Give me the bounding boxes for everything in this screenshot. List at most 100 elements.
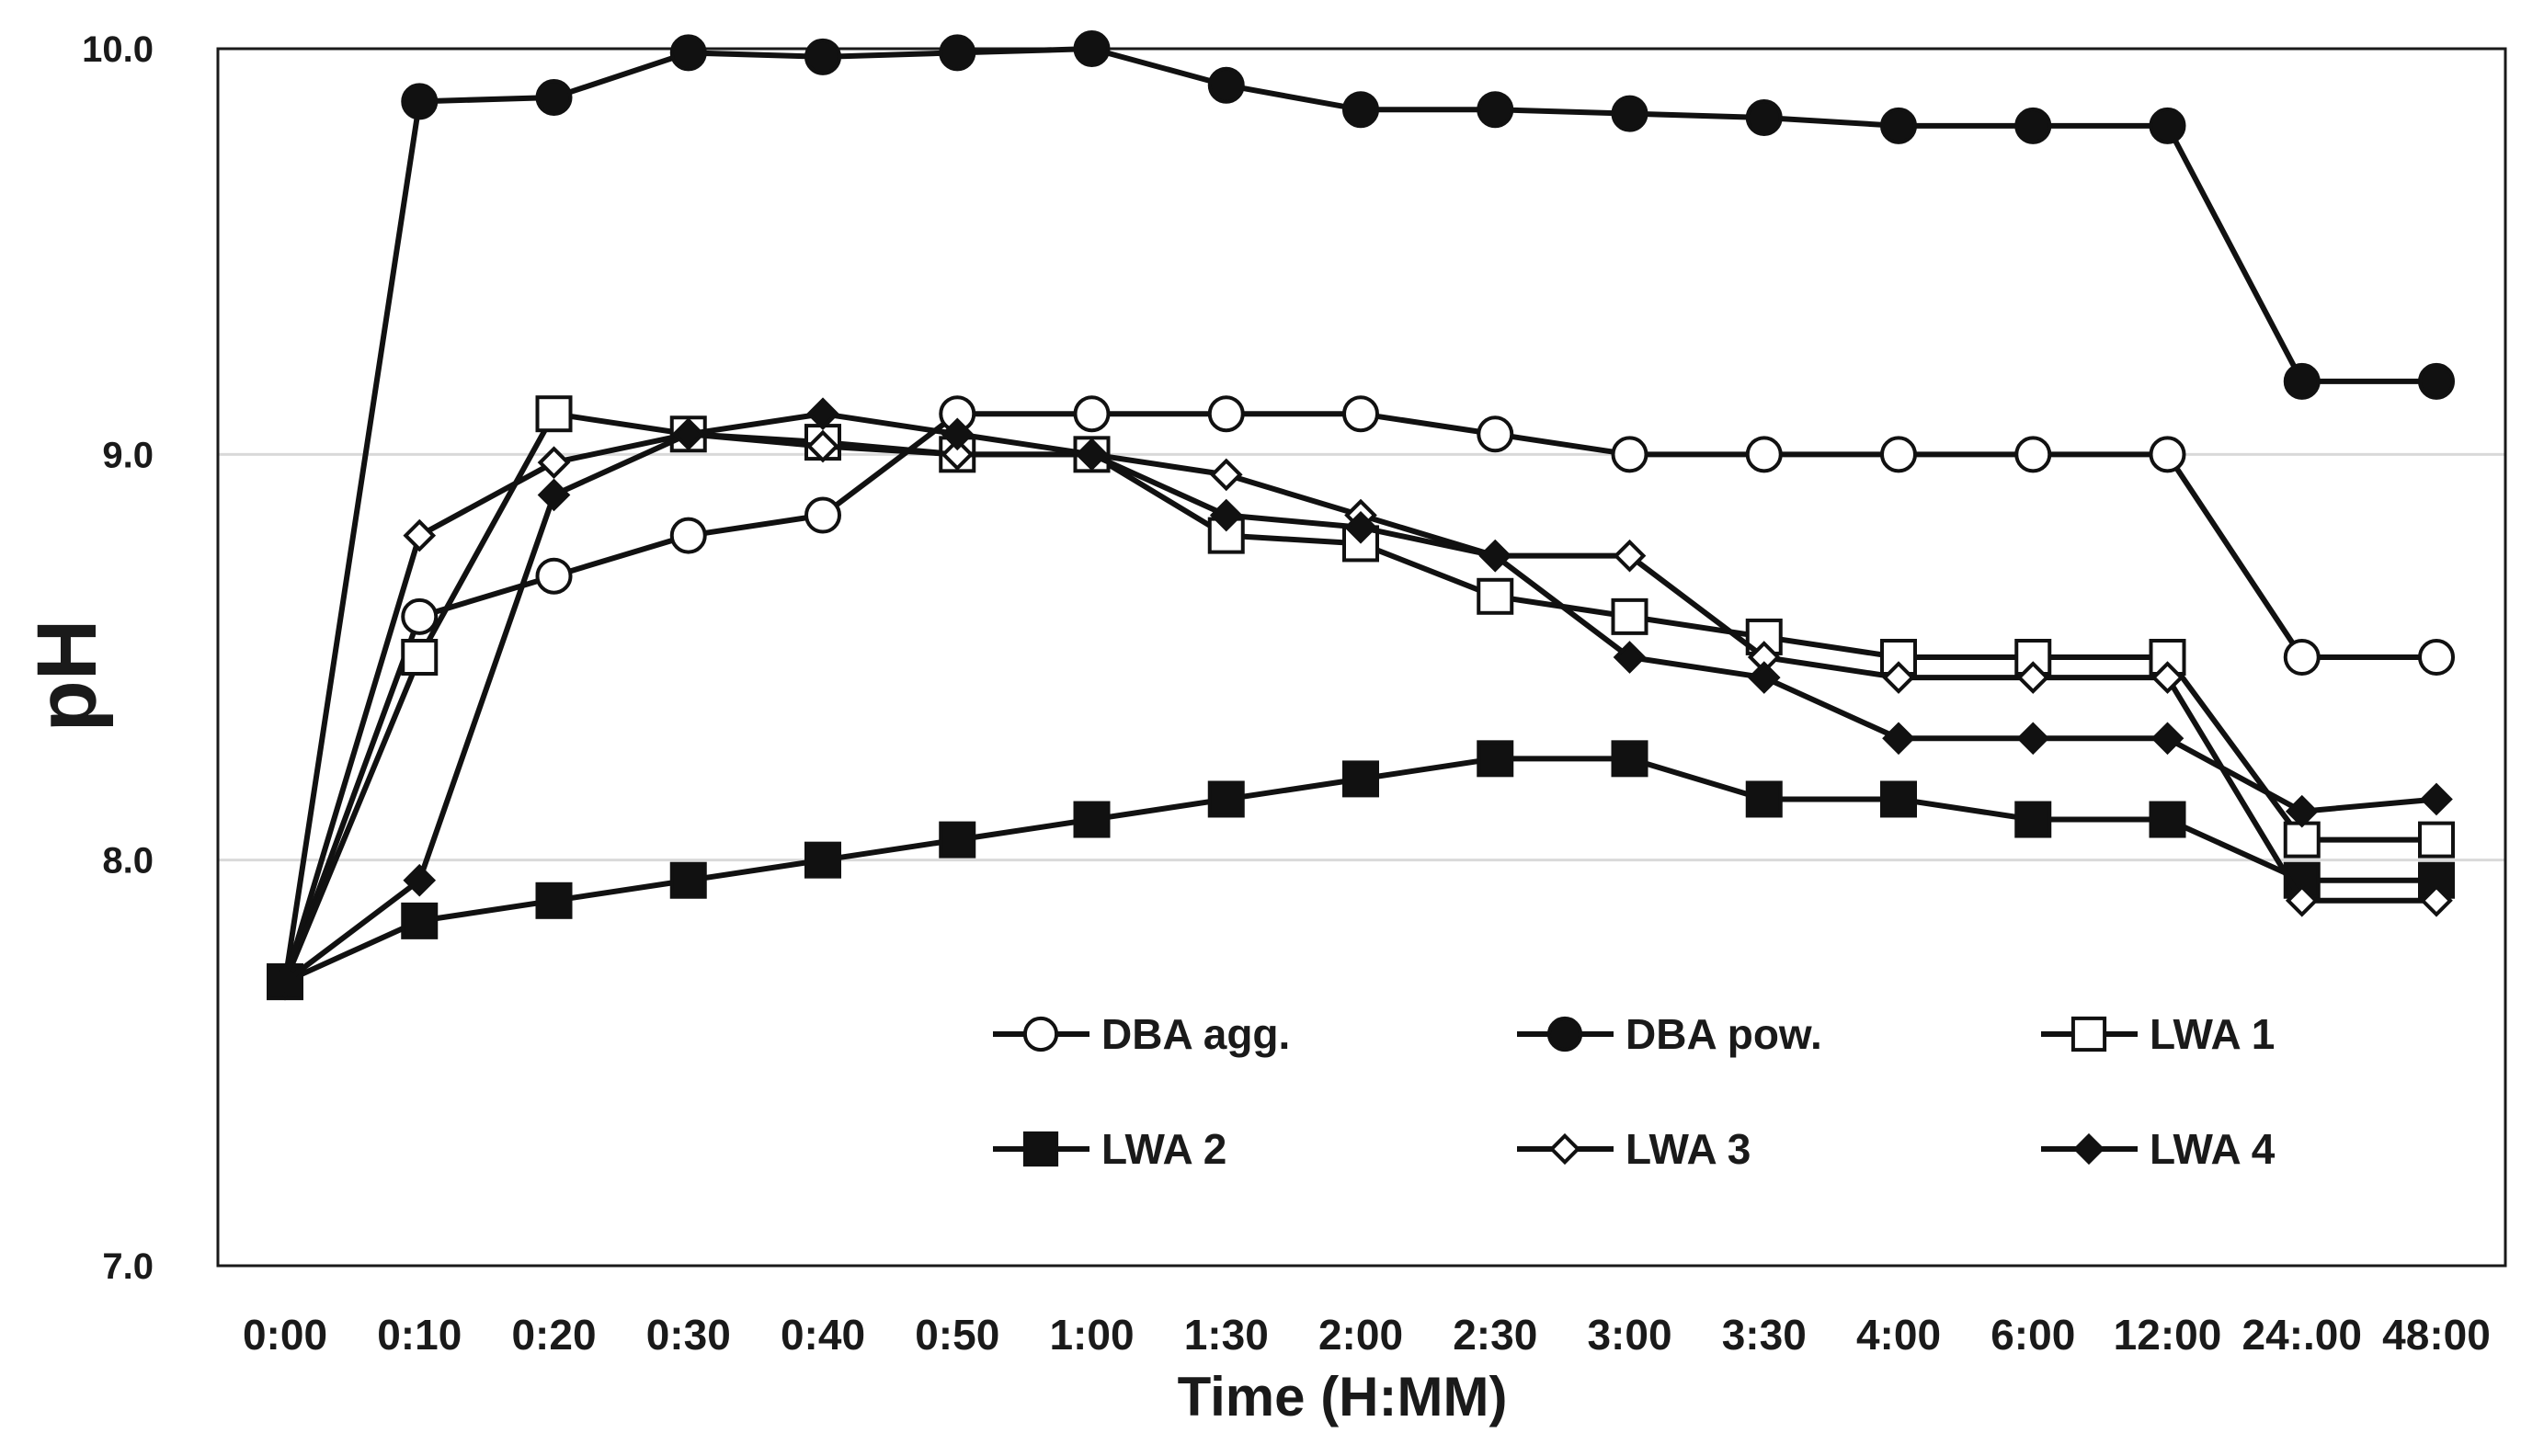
data-point — [1344, 510, 1377, 544]
data-point — [535, 395, 573, 433]
data-point — [669, 517, 707, 554]
data-point — [2418, 362, 2455, 400]
data-point — [1477, 91, 1514, 129]
data-point — [1880, 107, 1917, 144]
legend-item: LWA 1 — [2041, 1010, 2275, 1058]
x-tick-label: 0:50 — [915, 1311, 999, 1359]
plot-frame — [216, 47, 2507, 1268]
data-point — [804, 496, 841, 534]
data-point — [939, 34, 976, 72]
legend-label: LWA 4 — [2150, 1125, 2276, 1173]
x-tick-label: 1:00 — [1049, 1311, 1134, 1359]
data-point — [1207, 395, 1245, 433]
data-point — [2016, 722, 2050, 756]
legend-item: LWA 2 — [993, 1125, 1226, 1173]
data-point — [2283, 362, 2321, 400]
y-tick-label: 8.0 — [102, 841, 154, 882]
data-point — [1073, 30, 1111, 67]
legend-marker — [1022, 1131, 1059, 1167]
legend-marker — [1022, 1016, 1059, 1052]
legend-item: DBA pow. — [1517, 1010, 1822, 1058]
data-point — [804, 38, 841, 75]
data-point — [1342, 760, 1379, 798]
x-tick-label: 0:20 — [511, 1311, 596, 1359]
x-tick-label: 2:00 — [1318, 1311, 1403, 1359]
axes: 7.0 8.0 9.0 10.0 0:00 0:10 0:20 0:30 0:40 0:50 1:0… — [82, 29, 2507, 1359]
data-point — [2420, 782, 2453, 816]
data-point — [1613, 539, 1647, 573]
x-tick-label: 0:30 — [646, 1311, 731, 1359]
data-point — [2149, 436, 2186, 473]
data-point — [1745, 99, 1783, 137]
data-point — [537, 446, 571, 479]
data-point — [1075, 438, 1109, 472]
legend-label: DBA pow. — [1626, 1010, 1822, 1058]
data-point — [2149, 107, 2186, 144]
data-point — [2420, 883, 2453, 917]
data-point — [1073, 801, 1111, 838]
legend-marker — [2072, 1132, 2105, 1166]
data-point — [1745, 436, 1783, 473]
x-tick-label: 3:30 — [1722, 1311, 1807, 1359]
data-point — [2418, 821, 2455, 859]
data-point — [2149, 801, 2186, 838]
legend-item: DBA agg. — [993, 1010, 1290, 1058]
data-point — [401, 639, 439, 676]
data-point — [401, 597, 439, 635]
data-point — [2014, 107, 2052, 144]
data-point — [535, 882, 573, 919]
x-tick-label: 12:00 — [2114, 1311, 2222, 1359]
x-tick-label: 0:10 — [377, 1311, 462, 1359]
x-tick-label: 48:00 — [2382, 1311, 2491, 1359]
data-point — [2285, 794, 2319, 828]
data-point — [2016, 661, 2050, 694]
x-tick-label: 2:30 — [1453, 1311, 1537, 1359]
data-point — [1880, 780, 1917, 818]
data-point — [2150, 661, 2184, 694]
data-point — [1611, 436, 1648, 473]
data-point — [1611, 740, 1648, 778]
x-tick-label: 24:.00 — [2242, 1311, 2362, 1359]
legend-label: LWA 2 — [1101, 1125, 1226, 1173]
data-point — [1880, 436, 1917, 473]
data-point — [1342, 395, 1379, 433]
data-point — [535, 557, 573, 595]
data-point — [1207, 66, 1245, 104]
x-tick-label: 1:30 — [1184, 1311, 1269, 1359]
legend-label: LWA 3 — [1626, 1125, 1751, 1173]
data-point — [2418, 639, 2455, 676]
data-point — [941, 417, 975, 451]
data-point — [1477, 415, 1514, 453]
legend-item: LWA 3 — [1517, 1125, 1751, 1173]
data-point — [401, 902, 439, 939]
data-point — [1478, 539, 1512, 573]
data-point — [2283, 639, 2321, 676]
legend-label: DBA agg. — [1101, 1010, 1290, 1058]
series-dba-agg — [267, 395, 2455, 1001]
data-point — [1342, 91, 1379, 129]
legend-marker — [1548, 1132, 1581, 1166]
data-point — [535, 78, 573, 116]
data-point — [1207, 780, 1245, 818]
data-point — [939, 821, 976, 859]
data-point — [403, 863, 437, 897]
data-point — [1477, 577, 1514, 615]
x-tick-label: 0:40 — [781, 1311, 865, 1359]
data-point — [1745, 780, 1783, 818]
y-axis-title: pH — [20, 620, 114, 733]
data-point — [1882, 722, 1915, 756]
legend-marker — [1546, 1016, 1583, 1052]
x-axis-title: Time (H:MM) — [1178, 1366, 1508, 1428]
data-point — [537, 478, 571, 512]
series-group — [267, 30, 2455, 1001]
x-tick-label: 4:00 — [1856, 1311, 1941, 1359]
legend-item: LWA 4 — [2041, 1125, 2276, 1173]
data-point — [1613, 641, 1647, 674]
data-point — [401, 83, 439, 120]
data-point — [2285, 883, 2319, 917]
x-tick-label: 3:00 — [1587, 1311, 1671, 1359]
legend-label: LWA 1 — [2150, 1010, 2275, 1058]
x-tick-label: 0:00 — [243, 1311, 327, 1359]
